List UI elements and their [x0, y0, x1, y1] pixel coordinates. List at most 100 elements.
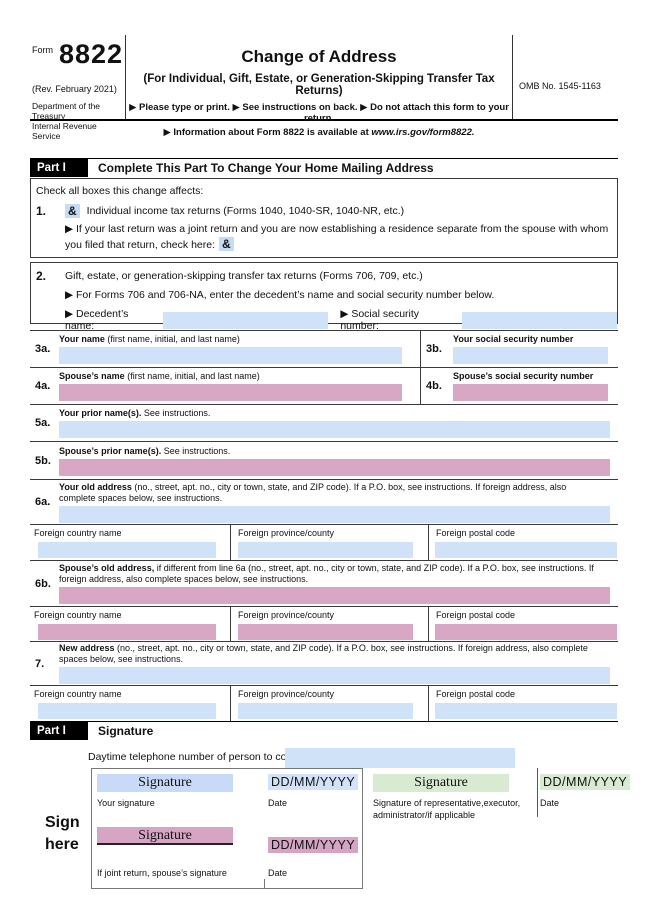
row-7-number: 7. [35, 657, 45, 670]
check-boxes-section: Check all boxes this change affects: 1. … [30, 178, 618, 258]
part2-bar: Part I Signature [30, 721, 618, 740]
foreign-province-label: Foreign province/county [238, 689, 335, 699]
foreign-postal-label: Foreign postal code [436, 689, 516, 699]
decedent-ssn-label: ▶ Social security number: [340, 307, 420, 332]
spouse-old-foreign-province-input[interactable] [238, 624, 413, 640]
form-title: Change of Address [241, 47, 397, 66]
your-date-field[interactable]: DD/MM/YYYY [268, 774, 359, 790]
row-4: 4a. Spouse’s name (first name, initial, … [30, 367, 618, 404]
checkbox-separate-residence[interactable]: & [219, 236, 234, 251]
rep-date-field[interactable]: DD/MM/YYYY [540, 774, 631, 790]
spouse-ssn-input[interactable] [453, 384, 608, 401]
row-5a: 5a. Your prior name(s). See instructions… [30, 404, 618, 441]
row-3b-number: 3b. [426, 343, 442, 355]
address-rows: 3a. Your name (first name, initial, and … [30, 330, 618, 721]
old-address-foreign-row: Foreign country name Foreign province/co… [30, 524, 618, 560]
your-date-label: Date [268, 798, 288, 808]
row-4b-number: 4b. [426, 380, 442, 392]
new-address-foreign-row: Foreign country name Foreign province/co… [30, 685, 618, 721]
line2-text: Gift, estate, or generation-skipping tra… [65, 270, 423, 282]
form-word: Form [32, 45, 53, 55]
rep-date-label: Date [540, 798, 560, 808]
your-name-input[interactable] [59, 347, 402, 364]
line1-text: Individual income tax returns (Forms 104… [86, 205, 405, 217]
sign-box-divider [264, 879, 265, 889]
spouse-old-address-foreign-row: Foreign country name Foreign province/co… [30, 606, 618, 641]
row-3: 3a. Your name (first name, initial, and … [30, 330, 618, 367]
rep-signature-field[interactable]: Signature [373, 774, 509, 792]
row-6a-number: 6a. [35, 496, 51, 508]
spouse-name-input[interactable] [59, 384, 402, 401]
old-foreign-postal-input[interactable] [435, 542, 617, 558]
old-address-input[interactable] [59, 505, 610, 523]
new-foreign-country-input[interactable] [38, 703, 216, 719]
row-6b-number: 6b. [35, 577, 51, 590]
row-5a-number: 5a. [35, 417, 51, 429]
omb-number: OMB No. 1545-1163 [519, 81, 601, 91]
old-foreign-province-input[interactable] [238, 542, 413, 558]
phone-input[interactable] [285, 748, 515, 768]
foreign-province-label: Foreign province/county [238, 610, 335, 620]
form-title-block: Change of Address (For Individual, Gift,… [126, 35, 512, 138]
your-signature-label: Your signature [97, 798, 155, 808]
row-6a: 6a. Your old address (no., street, apt. … [30, 479, 618, 524]
check-all-intro: Check all boxes this change affects: [36, 185, 204, 197]
part1-label: Part I [30, 159, 88, 177]
foreign-province-label: Foreign province/county [238, 528, 335, 538]
gift-estate-section: 2. Gift, estate, or generation-skipping … [30, 262, 618, 332]
row-7: 7. New address (no., street, apt. no., c… [30, 641, 618, 685]
foreign-country-label: Foreign country name [34, 528, 122, 538]
your-signature-field[interactable]: Signature [97, 774, 233, 792]
new-address-label: New address (no., street, apt. no., city… [59, 643, 588, 664]
your-prior-names-input[interactable] [59, 421, 610, 438]
spouse-old-foreign-country-input[interactable] [38, 624, 216, 640]
decedent-name-input[interactable] [162, 312, 329, 329]
row-4a-number: 4a. [35, 380, 51, 392]
new-foreign-postal-input[interactable] [435, 703, 617, 719]
spouse-old-foreign-postal-input[interactable] [435, 624, 617, 640]
your-prior-names-label: Your prior name(s). See instructions. [59, 408, 211, 418]
form-header: Form 8822 (Rev. February 2021) Department… [30, 35, 618, 141]
form-number: 8822 [59, 39, 124, 69]
decedent-name-label: ▶ Decedent’s name: [65, 307, 129, 332]
sign-here-label: Sign here [45, 814, 80, 853]
row-5b: 5b. Spouse’s prior name(s). See instruct… [30, 441, 618, 479]
irs-url: www.irs.gov/form8822. [371, 127, 475, 138]
spouse-ssn-label: Spouse’s social security number [453, 371, 594, 381]
spouse-signature-label: If joint return, spouse’s signature [97, 868, 227, 878]
spouse-date-field[interactable]: DD/MM/YYYY [268, 837, 359, 853]
spouse-signature-field[interactable]: Signature [97, 827, 233, 845]
foreign-country-label: Foreign country name [34, 689, 122, 699]
foreign-country-label: Foreign country name [34, 610, 122, 620]
new-address-input[interactable] [59, 667, 610, 684]
decedent-ssn-input[interactable] [462, 312, 617, 329]
spouse-old-address-input[interactable] [59, 587, 610, 604]
sign-here-box [91, 768, 363, 889]
new-foreign-province-input[interactable] [238, 703, 413, 719]
spouse-prior-names-input[interactable] [59, 458, 610, 476]
omb-block: OMB No. 1545-1163 [512, 35, 618, 119]
old-foreign-country-input[interactable] [38, 542, 216, 558]
row-3a-number: 3a. [35, 343, 51, 355]
line1-number: 1. [36, 204, 47, 218]
part2-label: Part I [30, 722, 88, 740]
joint-return-note: ▶ If your last return was a joint return… [65, 223, 609, 251]
your-ssn-label: Your social security number [453, 334, 574, 344]
part1-title: Complete This Part To Change Your Home M… [98, 161, 434, 175]
old-address-label: Your old address (no., street, apt. no.,… [59, 481, 567, 503]
rep-signature-label-line1: Signature of representative,executor, [373, 798, 521, 808]
form-number-block: Form 8822 (Rev. February 2021) Department… [30, 35, 126, 141]
department-lines: Department of the Treasury Internal Reve… [32, 101, 101, 141]
part2-title: Signature [98, 724, 154, 738]
checkbox-individual-returns[interactable]: & [65, 204, 80, 218]
forms-706-note: ▶ For Forms 706 and 706-NA, enter the de… [65, 289, 495, 301]
spouse-name-label: Spouse’s name (first name, initial, and … [59, 371, 260, 381]
row-5b-number: 5b. [35, 454, 51, 467]
rep-date-divider [537, 768, 538, 817]
instruction-line-1: ▶ Please type or print. ▶ See instructio… [129, 102, 509, 124]
your-ssn-input[interactable] [453, 347, 608, 364]
foreign-postal-label: Foreign postal code [436, 610, 516, 620]
foreign-postal-label: Foreign postal code [436, 528, 516, 538]
revision-date: (Rev. February 2021) [32, 84, 117, 94]
